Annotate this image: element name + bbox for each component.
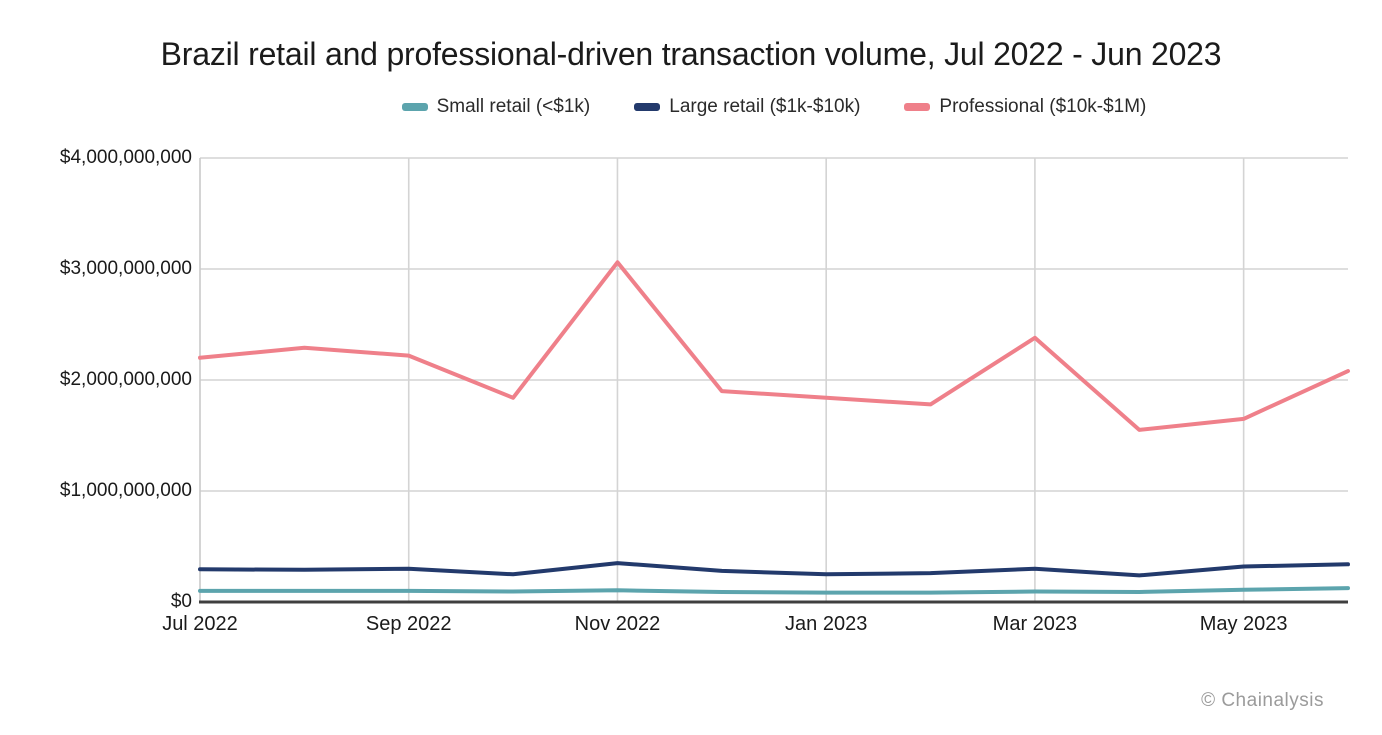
y-tick-label: $2,000,000,000: [59, 369, 192, 390]
x-tick-label: Sep 2022: [365, 613, 452, 635]
y-tick-label: $4,000,000,000: [59, 147, 192, 168]
y-tick-label: $0: [170, 591, 192, 612]
legend-label: Small retail (<$1k): [436, 96, 591, 117]
legend: Small retail (<$1k) Large retail ($1k-$10…: [200, 96, 1348, 118]
chart-title: Brazil retail and professional-driven tr…: [160, 36, 1222, 72]
x-tick-label: Jan 2023: [785, 613, 868, 635]
series-line-2: [198, 260, 1350, 432]
legend-item-1: Large retail ($1k-$10k): [634, 96, 860, 118]
legend-label: Professional ($10k-$1M): [939, 96, 1147, 117]
series-line-1: [198, 561, 1350, 578]
x-tick-label: Nov 2022: [574, 613, 661, 635]
legend-label: Large retail ($1k-$10k): [669, 96, 861, 117]
y-tick-label: $1,000,000,000: [59, 480, 192, 501]
legend-swatch-icon: [904, 103, 931, 111]
x-tick-label: Mar 2023: [992, 613, 1078, 635]
x-tick-label: May 2023: [1199, 613, 1288, 635]
chainalysis-watermark: © Chainalysis: [1201, 690, 1324, 711]
legend-swatch-icon: [401, 103, 428, 111]
legend-item-2: Professional ($10k-$1M): [904, 96, 1146, 118]
legend-item-0: Small retail (<$1k): [401, 96, 591, 118]
y-tick-label: $3,000,000,000: [59, 258, 192, 279]
x-tick-label: Jul 2022: [162, 613, 238, 635]
series-line-0: [198, 586, 1350, 595]
legend-swatch-icon: [634, 103, 661, 111]
